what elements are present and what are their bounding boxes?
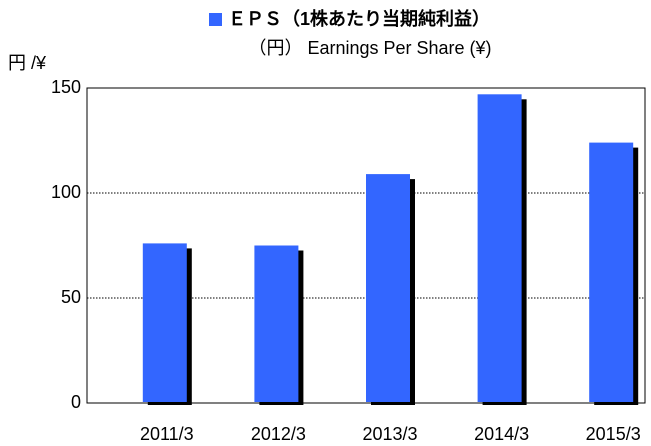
chart-subtitle: （円） Earnings Per Share (¥) <box>248 38 491 58</box>
y-axis-label: 円 /¥ <box>8 53 47 73</box>
y-tick-label: 100 <box>51 182 81 202</box>
bar <box>477 94 522 403</box>
x-tick-label: 2012/3 <box>251 424 306 444</box>
bar <box>366 174 410 402</box>
y-tick-label: 150 <box>51 77 81 97</box>
x-tick-label: 2014/3 <box>474 424 529 444</box>
bar <box>142 243 187 402</box>
bar <box>254 245 299 402</box>
x-tick-label: 2015/3 <box>586 424 641 444</box>
x-tick-label: 2011/3 <box>140 424 194 444</box>
legend-label: ＥＰＳ（1株あたり当期純利益） <box>228 8 490 29</box>
y-tick-label: 0 <box>71 392 81 412</box>
x-tick-label: 2013/3 <box>362 424 417 444</box>
bar <box>589 142 634 402</box>
y-tick-label: 50 <box>61 287 81 307</box>
legend-swatch <box>209 13 222 26</box>
plot-frame <box>86 87 646 404</box>
